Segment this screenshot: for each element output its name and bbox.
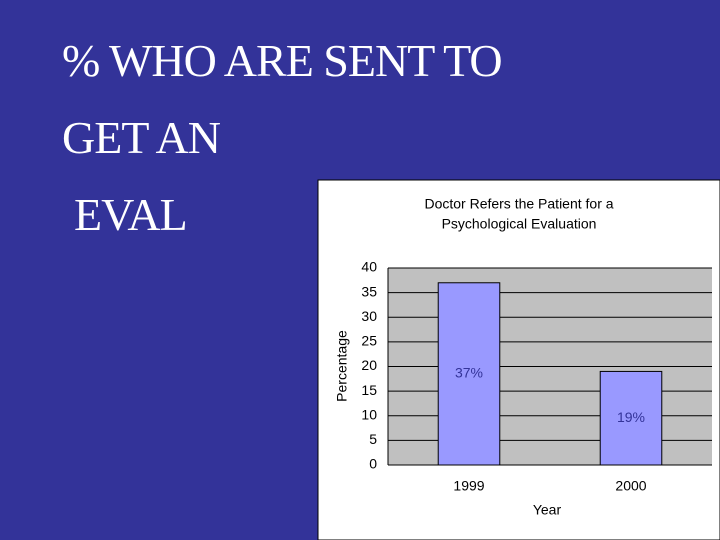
slide-title-line: EVAL bbox=[74, 189, 188, 240]
chart-title: Psychological Evaluation bbox=[442, 216, 597, 232]
chart-title: Doctor Refers the Patient for a bbox=[424, 196, 613, 212]
bar bbox=[599, 370, 663, 466]
bar bbox=[437, 282, 501, 466]
slide-title-line: % WHO ARE SENT TO bbox=[62, 35, 503, 86]
y-tick-label: 30 bbox=[361, 308, 377, 324]
y-tick-label: 10 bbox=[361, 406, 377, 422]
y-tick-label: 35 bbox=[361, 283, 377, 299]
y-tick-label: 20 bbox=[361, 357, 377, 373]
y-axis-label: Percentage bbox=[334, 330, 350, 402]
x-axis-label: Year bbox=[533, 502, 562, 518]
x-tick-label: 1999 bbox=[453, 478, 484, 494]
y-tick-label: 5 bbox=[369, 431, 377, 447]
y-tick-label: 40 bbox=[361, 259, 377, 275]
slide-title-line: GET AN bbox=[62, 112, 221, 163]
y-tick-label: 0 bbox=[369, 456, 377, 472]
x-tick-label: 2000 bbox=[615, 478, 646, 494]
y-tick-label: 15 bbox=[361, 382, 377, 398]
data-label: 37% bbox=[455, 365, 483, 381]
y-tick-label: 25 bbox=[361, 333, 377, 349]
data-label: 19% bbox=[617, 409, 645, 425]
